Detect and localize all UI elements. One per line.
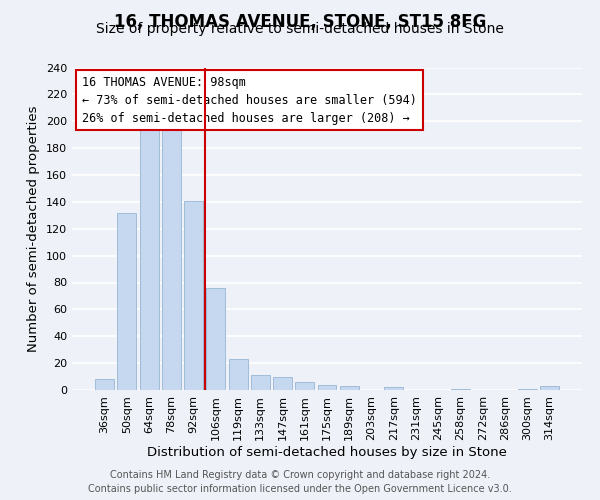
Text: Size of property relative to semi-detached houses in Stone: Size of property relative to semi-detach… <box>96 22 504 36</box>
Bar <box>540 386 559 390</box>
Text: 16 THOMAS AVENUE: 98sqm
← 73% of semi-detached houses are smaller (594)
26% of s: 16 THOMAS AVENUE: 98sqm ← 73% of semi-de… <box>82 76 417 124</box>
Bar <box>118 212 136 390</box>
Bar <box>384 388 403 390</box>
X-axis label: Distribution of semi-detached houses by size in Stone: Distribution of semi-detached houses by … <box>147 446 507 458</box>
Text: Contains HM Land Registry data © Crown copyright and database right 2024.
Contai: Contains HM Land Registry data © Crown c… <box>88 470 512 494</box>
Bar <box>518 388 536 390</box>
Y-axis label: Number of semi-detached properties: Number of semi-detached properties <box>28 106 40 352</box>
Bar <box>95 380 114 390</box>
Bar <box>206 288 225 390</box>
Bar <box>162 121 181 390</box>
Bar <box>140 126 158 390</box>
Bar <box>451 388 470 390</box>
Bar <box>295 382 314 390</box>
Text: 16, THOMAS AVENUE, STONE, ST15 8FG: 16, THOMAS AVENUE, STONE, ST15 8FG <box>114 12 486 30</box>
Bar <box>317 384 337 390</box>
Bar <box>229 359 248 390</box>
Bar <box>273 376 292 390</box>
Bar <box>184 200 203 390</box>
Bar <box>251 375 270 390</box>
Bar <box>340 386 359 390</box>
